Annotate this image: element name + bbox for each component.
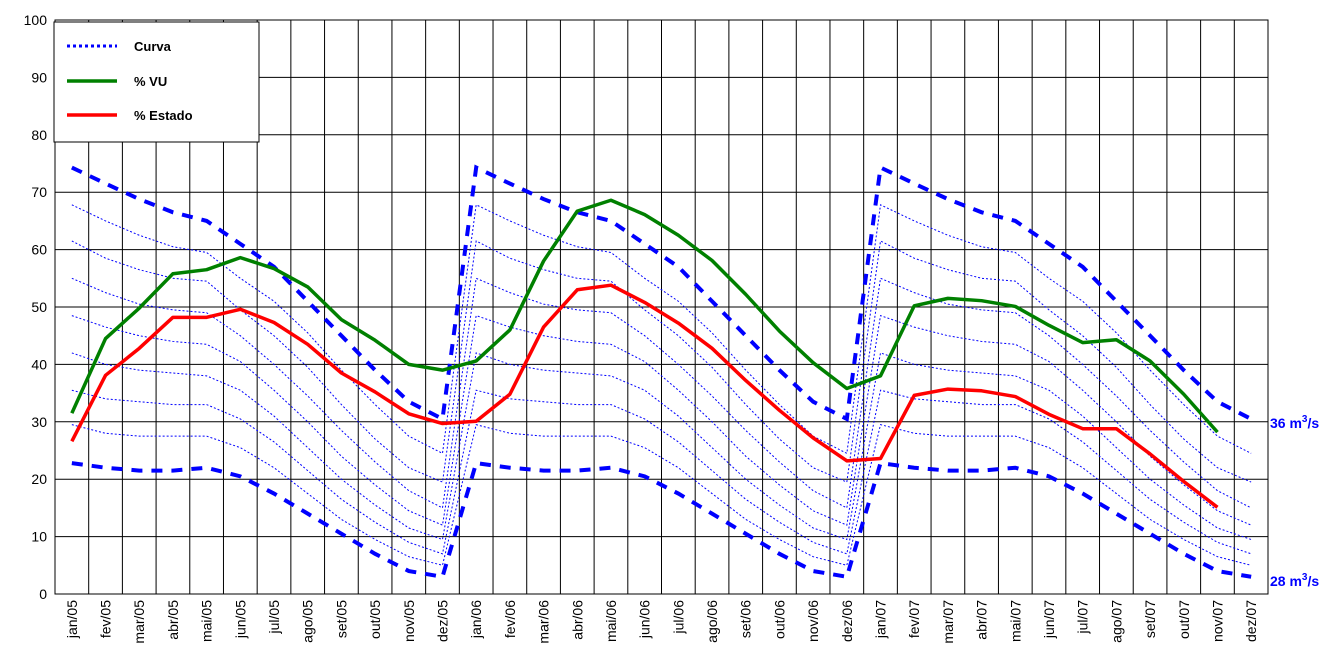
x-tick-label: out/06	[771, 600, 787, 639]
x-tick-label: nov/06	[805, 600, 821, 642]
y-tick-label: 0	[39, 586, 47, 602]
x-tick-label: mar/07	[940, 600, 956, 644]
y-tick-label: 80	[31, 127, 47, 143]
curve-label-36: 36 m3/s	[1270, 414, 1319, 431]
reference-curves	[70, 164, 1253, 580]
reference-curve-3	[71, 277, 1252, 509]
x-tick-label: jan/06	[468, 600, 484, 639]
x-tick-label: jan/05	[64, 600, 80, 639]
x-tick-label: mar/06	[536, 600, 552, 644]
y-tick-label: 90	[31, 69, 47, 85]
x-tick-label: set/07	[1142, 600, 1158, 638]
x-tick-label: jul/07	[1075, 600, 1091, 635]
legend-item-curva: Curva	[67, 39, 172, 54]
curve-label-28-base: 28 m	[1270, 573, 1302, 589]
curve-label-28-suffix: /s	[1307, 573, 1319, 589]
curve-label-36-base: 36 m	[1270, 415, 1302, 431]
curve-label-36-suffix: /s	[1307, 415, 1319, 431]
x-tick-label: abr/06	[569, 600, 585, 640]
x-tick-label: jun/05	[232, 600, 248, 639]
series-line--estado	[70, 283, 1219, 509]
limit-curve-0	[70, 164, 1253, 422]
x-tick-label: mar/05	[131, 600, 147, 644]
y-tick-label: 20	[31, 471, 47, 487]
x-tick-label: dez/06	[839, 600, 855, 642]
legend-label-curva: Curva	[134, 39, 172, 54]
reference-curve-6	[71, 389, 1252, 555]
legend-label-vu: % VU	[134, 74, 167, 89]
x-tick-label: fev/05	[98, 600, 114, 638]
y-tick-label: 70	[31, 184, 47, 200]
x-tick-label: dez/05	[434, 600, 450, 642]
reference-curve-1	[71, 204, 1252, 455]
y-tick-label: 30	[31, 414, 47, 430]
curve-label-28-sup: 3	[1302, 572, 1308, 583]
x-tick-label: jan/07	[873, 600, 889, 639]
x-tick-label: abr/05	[165, 600, 181, 640]
limit-curve-8	[71, 460, 1252, 580]
plot-frame	[54, 19, 1269, 595]
curve-label-36-sup: 3	[1302, 414, 1308, 425]
series-line--vu	[70, 198, 1219, 434]
data-series	[70, 198, 1219, 509]
x-tick-label: ago/06	[704, 600, 720, 643]
reference-curve-7	[71, 424, 1252, 566]
y-tick-label: 50	[31, 299, 47, 315]
y-tick-label: 10	[31, 529, 47, 545]
x-axis-ticks: jan/05 fev/05 mar/05 abr/05 mai/05 jun/05 jul/…	[64, 600, 1259, 644]
x-tick-label: nov/05	[401, 600, 417, 642]
legend: Curva % VU % Estado	[53, 21, 260, 143]
y-axis-ticks: 0 10 20 30 40 50 60 70 80 90 100	[24, 12, 48, 602]
x-tick-label: ago/07	[1108, 600, 1124, 643]
x-tick-label: jun/06	[637, 600, 653, 639]
x-tick-label: mai/05	[199, 600, 215, 642]
y-tick-label: 100	[24, 12, 48, 28]
y-tick-label: 40	[31, 356, 47, 372]
x-tick-label: ago/05	[300, 600, 316, 643]
curve-end-labels: 36 m3/s 28 m3/s	[1270, 414, 1319, 589]
x-tick-label: jun/07	[1041, 600, 1057, 639]
y-tick-label: 60	[31, 242, 47, 258]
reference-curve-4	[71, 314, 1252, 526]
legend-item-estado: % Estado	[67, 108, 193, 123]
legend-item-vu: % VU	[67, 74, 167, 89]
x-tick-label: set/06	[738, 600, 754, 638]
x-tick-label: mai/07	[1007, 600, 1023, 642]
reference-curve-2	[71, 240, 1252, 483]
x-tick-label: out/05	[367, 600, 383, 639]
x-tick-label: fev/07	[906, 600, 922, 638]
x-tick-label: nov/07	[1209, 600, 1225, 642]
x-tick-label: abr/07	[974, 600, 990, 640]
x-tick-label: jul/06	[670, 600, 686, 635]
x-tick-label: out/07	[1176, 600, 1192, 639]
curve-label-28: 28 m3/s	[1270, 572, 1319, 589]
legend-label-estado: % Estado	[134, 108, 193, 123]
x-tick-label: jul/05	[266, 600, 282, 635]
x-tick-label: mai/06	[603, 600, 619, 642]
x-tick-label: set/05	[333, 600, 349, 638]
reference-curve-5	[71, 352, 1252, 541]
x-tick-label: fev/06	[502, 600, 518, 638]
x-tick-label: dez/07	[1243, 600, 1259, 642]
